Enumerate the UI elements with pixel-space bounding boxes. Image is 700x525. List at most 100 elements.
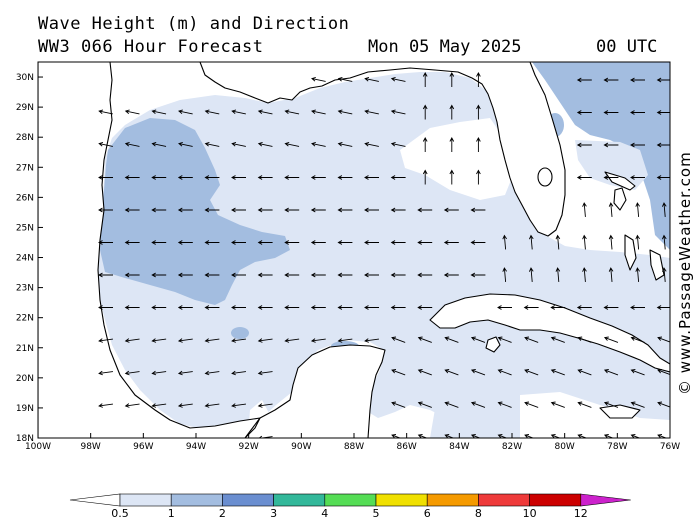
wave-arrow xyxy=(582,267,587,283)
wave-arrow xyxy=(257,175,273,180)
wave-arrow xyxy=(98,338,113,343)
wave-arrow xyxy=(390,141,406,147)
wave-arrow xyxy=(311,76,326,82)
wave-arrow xyxy=(151,272,167,278)
wave-arrow xyxy=(284,141,300,147)
wave-arrow xyxy=(204,305,220,310)
wave-arrow xyxy=(231,207,246,213)
forecast-subtitle: WW3 066 Hour Forecast xyxy=(38,37,264,57)
wave-arrow xyxy=(470,272,486,278)
wave-arrow xyxy=(449,104,455,120)
lat-tick-label: 29N xyxy=(16,103,34,113)
lon-tick-label: 82W xyxy=(502,442,522,452)
wave-arrow xyxy=(98,305,113,310)
wave-arrow xyxy=(364,305,379,310)
wave-arrow xyxy=(231,141,246,147)
wave-arrow xyxy=(443,207,459,213)
wave-arrow xyxy=(630,401,645,408)
wave-arrow xyxy=(364,240,379,245)
wave-arrow xyxy=(257,240,273,245)
wave-arrow xyxy=(364,109,379,115)
land xyxy=(38,62,670,438)
wave-arrow xyxy=(524,336,539,343)
wave-arrow xyxy=(390,207,406,213)
wave-arrow xyxy=(470,240,486,245)
wave-arrow xyxy=(364,207,379,213)
lon-tick-label: 100W xyxy=(25,442,51,452)
lon-tick-label: 94W xyxy=(186,442,206,452)
wave-arrow xyxy=(151,370,167,376)
wave-arrow xyxy=(178,141,193,147)
wave-arrow xyxy=(151,305,167,310)
wave-arrow xyxy=(576,142,592,148)
lat-tick-label: 22N xyxy=(16,314,34,324)
wave-arrow xyxy=(124,305,140,310)
wave-arrow xyxy=(657,336,670,343)
wave-arrow xyxy=(576,175,592,180)
lon-tick-label: 76W xyxy=(660,442,680,452)
wave-arrow xyxy=(390,272,406,278)
wave-arrow xyxy=(204,272,220,278)
wave-arrow xyxy=(476,169,481,185)
wave-arrow xyxy=(231,403,246,408)
colorbar-segment xyxy=(119,493,172,507)
colorbar-segment xyxy=(529,493,582,507)
wave-arrow xyxy=(231,175,246,180)
lon-tick-label: 80W xyxy=(554,442,574,452)
wave-arrow xyxy=(257,370,273,376)
wave-arrow xyxy=(177,175,193,180)
wave-arrow xyxy=(603,175,619,180)
wave-arrow xyxy=(257,207,273,213)
wave-arrow xyxy=(151,403,167,408)
wave-arrow xyxy=(151,338,167,343)
wave-arrow xyxy=(124,207,140,213)
lon-tick-label: 88W xyxy=(344,442,364,452)
wave-arrow xyxy=(204,141,220,147)
wave-arrow xyxy=(502,234,507,250)
wave-arrow xyxy=(422,104,428,120)
wave-arrow xyxy=(417,207,433,213)
colorbar-level-label: 0.5 xyxy=(111,507,129,520)
wave-arrow xyxy=(231,370,246,376)
wave-arrow xyxy=(657,369,670,375)
wave-arrow xyxy=(337,141,353,147)
wave-arrow xyxy=(656,77,670,83)
lat-tick-label: 30N xyxy=(16,73,34,83)
wave-arrow xyxy=(608,234,614,250)
wave-arrow xyxy=(470,401,486,408)
wave-arrow xyxy=(364,141,379,147)
wave-arrow xyxy=(608,267,614,283)
wave-arrow xyxy=(603,369,619,376)
wave-arrow xyxy=(417,272,433,278)
wave-arrow xyxy=(177,207,193,213)
wave-arrow xyxy=(577,369,592,376)
wave-arrow xyxy=(476,137,481,152)
wave-arrow xyxy=(603,305,619,310)
wave-arrow xyxy=(284,175,300,180)
wave-arrow xyxy=(656,110,670,115)
lon-tick-label: 98W xyxy=(80,442,100,452)
wave-arrow xyxy=(124,403,140,408)
lat-tick-label: 21N xyxy=(16,344,34,354)
wave-arrow xyxy=(630,336,645,343)
colorbar-level-label: 5 xyxy=(372,507,380,520)
wave-arrow xyxy=(555,267,561,283)
wave-arrow xyxy=(257,141,273,147)
wave-arrow xyxy=(231,338,246,343)
wave-arrow xyxy=(391,336,406,343)
wave-arrow xyxy=(364,272,379,278)
forecast-date: Mon 05 May 2025 xyxy=(368,37,522,57)
wave-arrow xyxy=(311,141,326,147)
wave-arrow xyxy=(422,72,428,87)
wave-arrow xyxy=(444,336,459,343)
wave-arrow xyxy=(231,240,246,245)
wave-arrow xyxy=(470,207,486,213)
wave-arrow xyxy=(390,76,406,82)
wave-arrow xyxy=(98,272,113,278)
wave-arrow xyxy=(178,109,193,115)
wave-arrow xyxy=(391,369,406,376)
wave-arrow xyxy=(204,240,220,245)
wave-arrow xyxy=(582,202,587,218)
wave-arrow xyxy=(364,76,379,82)
